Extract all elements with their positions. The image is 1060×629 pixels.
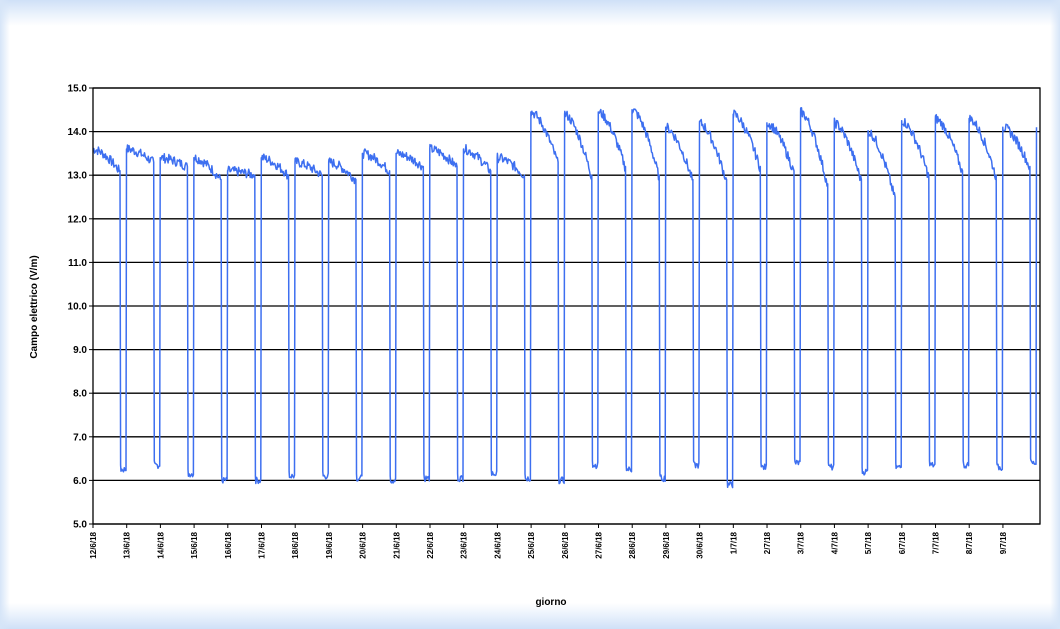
xtick-label-3: 15/6/18 [190, 531, 199, 558]
y-axis-label: Campo elettrico (V/m) [29, 255, 40, 358]
xtick-label-15: 27/6/18 [595, 531, 604, 558]
ytick-label-0: 5.0 [73, 520, 87, 531]
ytick-label-5: 10.0 [68, 302, 88, 313]
xtick-label-23: 5/7/18 [864, 531, 873, 554]
gridlines [93, 87, 1040, 525]
xtick-label-16: 28/6/18 [628, 531, 637, 558]
ytick-label-4: 9.0 [73, 345, 87, 356]
xtick-label-21: 3/7/18 [797, 531, 806, 554]
ytick-label-9: 14.0 [68, 127, 88, 138]
xtick-label-0: 12/6/18 [89, 531, 98, 558]
ytick-label-8: 13.0 [68, 171, 88, 182]
xtick-label-20: 2/7/18 [763, 531, 772, 554]
xtick-label-1: 13/6/18 [123, 531, 132, 558]
xtick-label-13: 25/6/18 [527, 531, 536, 558]
frame-left-edge [0, 0, 10, 629]
ytick-label-6: 11.0 [68, 258, 87, 269]
series-line [92, 107, 1038, 489]
xtick-label-27: 9/7/18 [999, 531, 1008, 554]
x-axis-label: giorno [535, 597, 566, 608]
frame-right-edge [1050, 0, 1060, 629]
xtick-label-11: 23/6/18 [460, 531, 469, 558]
xtick-label-12: 24/6/18 [493, 531, 502, 558]
ytick-label-7: 12.0 [68, 214, 88, 225]
xtick-label-18: 30/6/18 [696, 531, 705, 558]
ytick-label-10: 15.0 [68, 84, 88, 95]
xtick-label-19: 1/7/18 [729, 531, 738, 554]
ytick-label-1: 6.0 [73, 476, 87, 487]
xtick-label-7: 19/6/18 [325, 531, 334, 558]
xtick-label-10: 22/6/18 [426, 531, 435, 558]
y-axis-ticks: 5.0 6.0 7.0 8.0 9.0 10.0 11.0 12.0 13.0 14.0 15.0 [68, 84, 93, 531]
x-axis-ticks: 12/6/18 13/6/18 14/6/18 15/6/18 16/6/18 17/6/… [89, 524, 1008, 559]
xtick-label-8: 20/6/18 [359, 531, 368, 558]
xtick-label-5: 17/6/18 [258, 531, 267, 558]
xtick-label-25: 7/7/18 [932, 531, 941, 554]
xtick-label-14: 26/6/18 [561, 531, 570, 558]
xtick-label-2: 14/6/18 [156, 531, 165, 558]
xtick-label-9: 21/6/18 [392, 531, 401, 558]
ytick-label-3: 8.0 [73, 389, 87, 400]
xtick-label-6: 18/6/18 [291, 531, 300, 558]
ytick-label-2: 7.0 [73, 432, 87, 443]
xtick-label-22: 4/7/18 [830, 531, 839, 554]
xtick-label-24: 6/7/18 [898, 531, 907, 554]
xtick-label-4: 16/6/18 [224, 531, 233, 558]
xtick-label-26: 8/7/18 [965, 531, 974, 554]
series-path [92, 107, 1038, 489]
xtick-label-17: 29/6/18 [662, 531, 671, 558]
